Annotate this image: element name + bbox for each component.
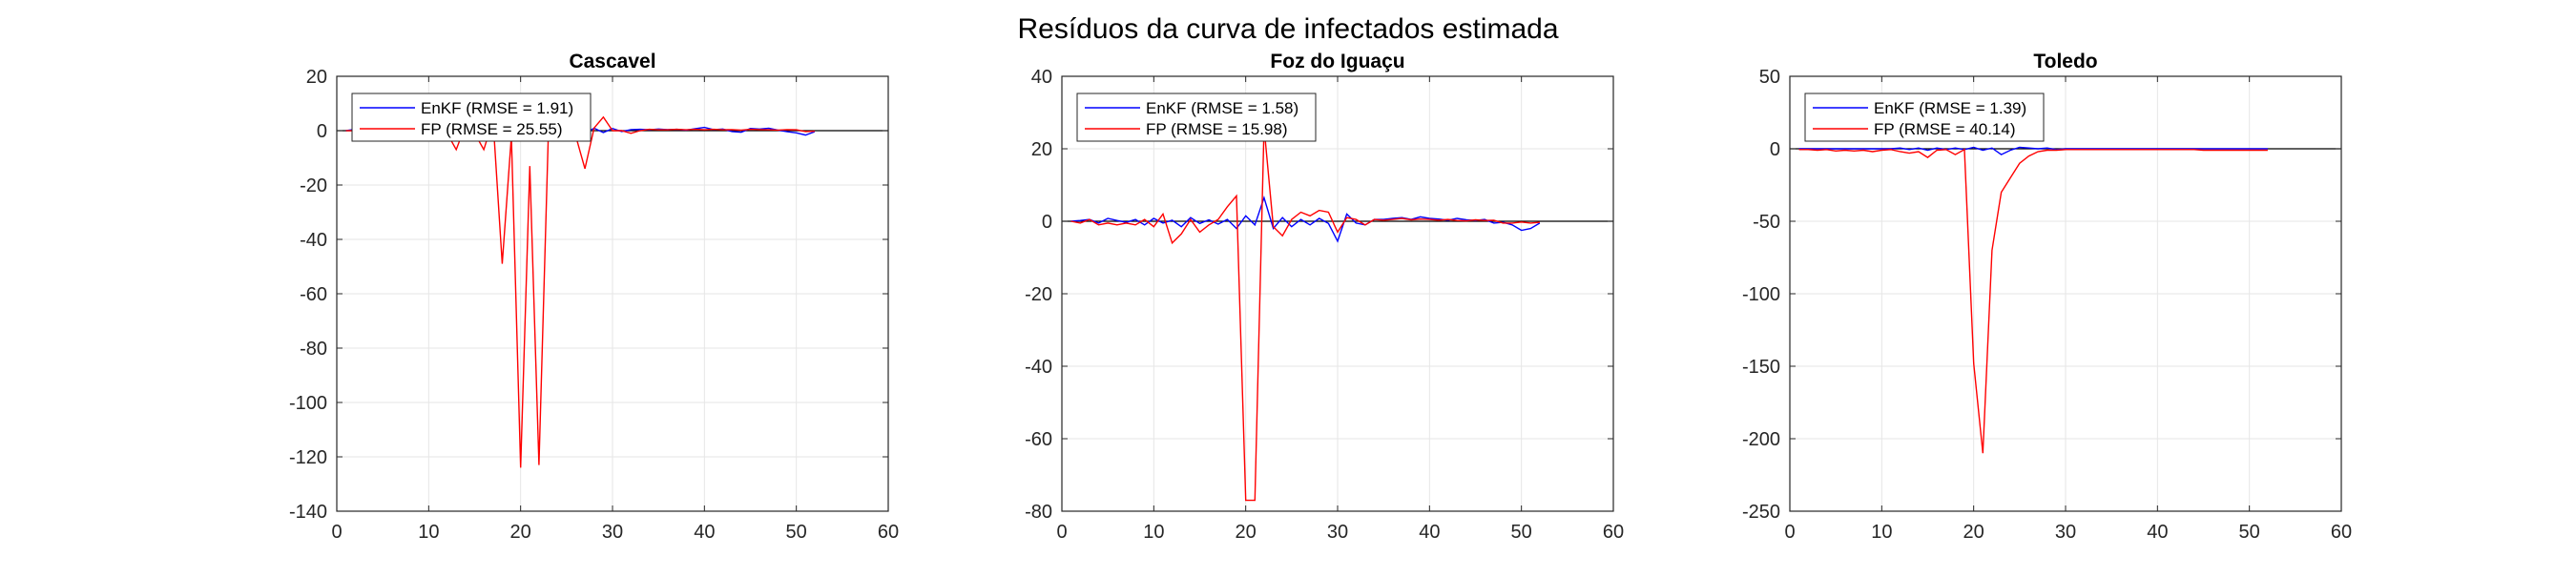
y-tick-label: 0: [317, 121, 327, 142]
series-line-fp: [1070, 127, 1540, 502]
x-tick-label: 40: [694, 522, 715, 543]
x-tick-label: 20: [1963, 522, 1984, 543]
y-tick-label: 0: [1042, 212, 1052, 233]
x-tick-label: 0: [1784, 522, 1795, 543]
subplot-1: 0 10 20 30 40 50 60 -140 -120 -100 -80 -60 -40 -20 0 20…: [289, 51, 899, 543]
x-tick-label: 30: [2055, 522, 2076, 543]
y-tick-label: -150: [1742, 357, 1780, 378]
y-tick-label: -100: [1742, 284, 1780, 305]
y-tick-label: -60: [300, 284, 327, 305]
x-tick-label: 60: [2331, 522, 2352, 543]
x-tick-label: 20: [510, 522, 531, 543]
y-tick-label: 20: [306, 67, 327, 88]
legend-label: EnKF (RMSE = 1.91): [421, 99, 573, 117]
legend-label: EnKF (RMSE = 1.58): [1146, 99, 1298, 117]
y-tick-label: -40: [300, 230, 327, 251]
subplot-2: 0 10 20 30 40 50 60 -80 -60 -40 -20 0 20 40 Foz do Igu…: [1025, 51, 1624, 543]
x-tick-label: 20: [1236, 522, 1257, 543]
y-tick-label: 20: [1031, 139, 1052, 160]
x-tick-label: 30: [1327, 522, 1348, 543]
subplot-title: Toledo: [2033, 51, 2097, 72]
y-tick-label: -60: [1025, 429, 1052, 450]
x-tick-label: 0: [331, 522, 342, 543]
subplot-title: Cascavel: [569, 51, 655, 72]
x-tick-label: 0: [1056, 522, 1067, 543]
y-tick-label: -100: [289, 393, 327, 414]
x-tick-label: 50: [786, 522, 807, 543]
series-line-enkf: [1798, 146, 2268, 155]
x-tick-label: 50: [2239, 522, 2260, 543]
y-tick-label: -20: [300, 175, 327, 196]
x-tick-label: 40: [1419, 522, 1440, 543]
x-tick-label: 10: [1871, 522, 1892, 543]
legend-label: FP (RMSE = 40.14): [1874, 120, 2016, 138]
series-line-enkf: [1070, 195, 1541, 243]
y-tick-label: -20: [1025, 284, 1052, 305]
y-tick-label: -80: [300, 339, 327, 360]
legend-label: FP (RMSE = 15.98): [1146, 120, 1288, 138]
x-tick-label: 60: [1603, 522, 1624, 543]
legend-box: [351, 93, 592, 142]
figure-title: Resíduos da curva de infectados estimada: [1018, 13, 1559, 45]
x-tick-label: 40: [2147, 522, 2168, 543]
series-line-fp: [1798, 148, 2268, 454]
x-tick-label: 60: [878, 522, 899, 543]
x-tick-label: 50: [1511, 522, 1532, 543]
legend-box: [1804, 93, 2045, 142]
subplot-3: 0 10 20 30 40 50 60 -250 -200 -150 -100 -50 0 50 Toled…: [1742, 51, 2352, 543]
y-tick-label: 40: [1031, 67, 1052, 88]
y-tick-label: -50: [1753, 212, 1780, 233]
y-tick-label: -120: [289, 447, 327, 468]
subplot-title: Foz do Iguaçu: [1270, 51, 1404, 72]
y-tick-label: -200: [1742, 429, 1780, 450]
legend: EnKF (RMSE = 1.91) FP (RMSE = 25.55): [351, 93, 592, 142]
legend: EnKF (RMSE = 1.58) FP (RMSE = 15.98): [1076, 93, 1317, 142]
axes-layer: 0 10 20 30 40 50 60-140-120-100-80-60-40-20020…: [289, 51, 2352, 543]
x-tick-label: 10: [1143, 522, 1164, 543]
y-tick-label: -140: [289, 502, 327, 523]
legend-box: [1076, 93, 1317, 142]
y-tick-label: -80: [1025, 502, 1052, 523]
legend-label: EnKF (RMSE = 1.39): [1874, 99, 2026, 117]
x-tick-label: 10: [418, 522, 439, 543]
y-tick-label: 0: [1770, 139, 1780, 160]
legend-label: FP (RMSE = 25.55): [421, 120, 563, 138]
x-tick-label: 30: [602, 522, 623, 543]
y-tick-label: -40: [1025, 357, 1052, 378]
y-tick-label: 50: [1759, 67, 1780, 88]
y-tick-label: -250: [1742, 502, 1780, 523]
legend: EnKF (RMSE = 1.39) FP (RMSE = 40.14): [1804, 93, 2045, 142]
